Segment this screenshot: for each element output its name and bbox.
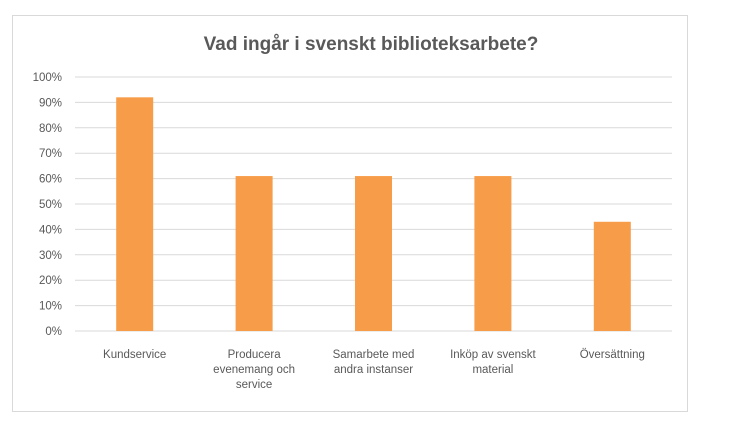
bar bbox=[235, 176, 273, 331]
bar bbox=[355, 176, 392, 331]
bar bbox=[116, 97, 154, 331]
y-tick-label: 10% bbox=[39, 301, 62, 313]
x-tick-label: Inköp av svenskt material bbox=[450, 349, 536, 376]
y-tick-label: 60% bbox=[39, 174, 62, 186]
bars bbox=[116, 97, 631, 331]
y-tick-label: 80% bbox=[39, 123, 62, 135]
y-tick-label: 40% bbox=[39, 224, 62, 236]
x-tick-label-line: Kundservice bbox=[103, 349, 166, 361]
x-tick-label-line: Samarbete med bbox=[333, 349, 415, 361]
y-tick-label: 0% bbox=[45, 326, 62, 338]
y-tick-label: 50% bbox=[39, 199, 62, 211]
y-tick-label: 90% bbox=[39, 97, 62, 109]
y-tick-label: 20% bbox=[39, 275, 62, 287]
x-tick-label-line: Inköp av svenskt bbox=[450, 349, 536, 361]
x-tick-label: Kundservice bbox=[103, 349, 166, 361]
bar bbox=[593, 221, 631, 331]
chart-title: Vad ingår i svenskt biblioteksarbete? bbox=[203, 34, 539, 55]
y-tick-label: 70% bbox=[39, 148, 62, 160]
x-tick-label: Producera evenemang och service bbox=[213, 349, 295, 391]
y-tick-label: 100% bbox=[33, 72, 62, 84]
bar bbox=[474, 176, 512, 331]
x-tick-label-line: andra instanser bbox=[334, 364, 413, 376]
x-axis-ticks: Kundservice Producera evenemang och service… bbox=[103, 349, 645, 391]
x-tick-label-line: material bbox=[472, 364, 513, 376]
x-tick-label-line: service bbox=[236, 379, 272, 391]
x-tick-label-line: Översättning bbox=[580, 349, 645, 361]
x-tick-label: Samarbete med andra instanser bbox=[333, 349, 415, 376]
y-axis-ticks: 0% 10% 20% 30% 40% 50% 60% 70% 80% 90% 100% bbox=[33, 72, 62, 338]
x-tick-label: Översättning bbox=[580, 349, 645, 361]
x-tick-label-line: evenemang och bbox=[213, 364, 295, 376]
x-tick-label-line: Producera bbox=[228, 349, 282, 361]
y-tick-label: 30% bbox=[39, 250, 62, 262]
